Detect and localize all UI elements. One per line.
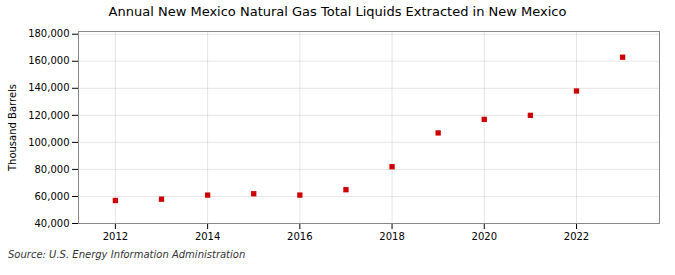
svg-text:2016: 2016 <box>287 231 312 242</box>
html-text:Annual New Mexico Natural Gas: Annual New Mexico Natural Gas Total Liqu… <box>108 4 567 19</box>
svg-text:40,000: 40,000 <box>35 218 70 229</box>
svg-text:2022: 2022 <box>564 231 589 242</box>
svg-text:120,000: 120,000 <box>28 110 69 121</box>
svg-text:160,000: 160,000 <box>28 55 69 66</box>
svg-text:2018: 2018 <box>379 231 404 242</box>
html-text:Source: U.S. Energy Informatio: Source: U.S. Energy Information Administ… <box>8 249 246 260</box>
svg-text:100,000: 100,000 <box>28 137 69 148</box>
svg-text:180,000: 180,000 <box>28 28 69 39</box>
svg-text:2020: 2020 <box>472 231 497 242</box>
svg-text:2014: 2014 <box>195 231 220 242</box>
svg-text:2012: 2012 <box>103 231 128 242</box>
svg-text:60,000: 60,000 <box>35 191 70 202</box>
svg-text:140,000: 140,000 <box>28 82 69 93</box>
svg-text:Thousand Barrels: Thousand Barrels <box>7 84 18 172</box>
svg-text:80,000: 80,000 <box>35 164 70 175</box>
